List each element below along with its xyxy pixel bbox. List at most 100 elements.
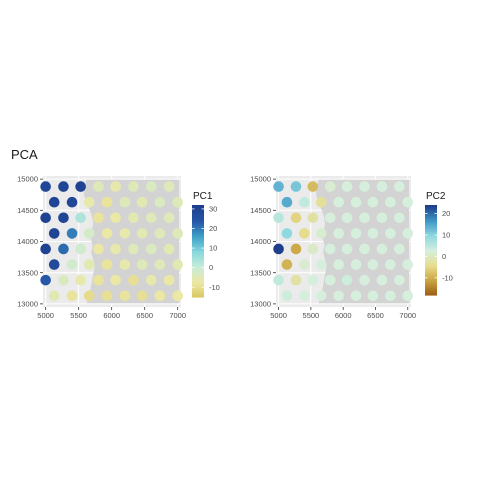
data-point <box>290 243 302 255</box>
data-point <box>359 212 370 224</box>
data-point <box>58 181 69 192</box>
data-point <box>58 274 69 286</box>
data-point <box>83 228 95 239</box>
data-point <box>273 212 284 224</box>
colorbar-segment <box>192 251 204 254</box>
data-point <box>66 228 78 239</box>
tissue-image <box>83 179 180 304</box>
data-point <box>40 181 51 192</box>
data-point <box>93 212 104 224</box>
data-point <box>376 274 388 286</box>
colorbar-segment <box>425 272 437 276</box>
colorbar-segment <box>425 232 437 235</box>
colorbar-segment <box>425 209 437 213</box>
colorbar-segment <box>192 214 204 218</box>
y-tick-label: 13000 <box>250 299 271 308</box>
colorbar-segment <box>425 279 437 283</box>
colorbar-segment <box>425 290 437 294</box>
data-point <box>66 259 78 270</box>
data-point <box>367 259 379 270</box>
colorbar-tick-label: -10 <box>442 273 453 282</box>
data-point <box>101 196 113 208</box>
data-point <box>145 212 157 224</box>
colorbar-segment <box>425 225 437 229</box>
data-point <box>273 181 284 192</box>
data-point <box>110 181 121 192</box>
colorbar-segment <box>425 265 437 269</box>
y-tick-label: 15000 <box>250 175 271 184</box>
data-point <box>273 243 284 255</box>
colorbar-segment <box>192 223 204 227</box>
data-point <box>359 274 370 286</box>
colorbar-segment <box>192 207 204 211</box>
spatial-plot-2: 5000 5500 6000 6500 7000 13000 13500 14000 14500… <box>250 175 453 320</box>
colorbar-segment <box>425 227 437 231</box>
data-point <box>58 212 69 224</box>
data-point <box>128 243 139 255</box>
data-point <box>172 196 183 208</box>
colorbar-segment <box>425 236 437 240</box>
colorbar-segment <box>192 255 204 259</box>
data-point <box>136 259 148 270</box>
data-point <box>154 259 166 270</box>
data-point <box>281 196 293 208</box>
legend-title: PC1 <box>193 191 213 202</box>
colorbar-segment <box>425 223 437 226</box>
data-point <box>83 290 95 302</box>
data-point <box>402 228 414 239</box>
colorbar-segment <box>192 232 204 236</box>
data-point <box>402 259 414 270</box>
colorbar-segment <box>425 247 437 251</box>
data-point <box>290 181 302 192</box>
colorbar-legend: PC1 30 20 10 0 -10 <box>192 191 220 298</box>
colorbar-segment <box>192 248 204 252</box>
data-point <box>281 290 293 302</box>
y-tick-label: 14500 <box>250 206 271 215</box>
colorbar-segment <box>425 245 437 249</box>
colorbar-segment <box>192 211 204 215</box>
data-point <box>66 196 78 208</box>
x-tick-label: 5000 <box>270 311 287 320</box>
data-point <box>40 212 51 224</box>
colorbar-segment <box>425 274 437 278</box>
data-point <box>290 274 302 286</box>
data-point <box>402 290 414 302</box>
data-point <box>101 290 113 302</box>
colorbar-segment <box>192 225 204 229</box>
data-point <box>324 212 336 224</box>
data-point <box>299 290 310 302</box>
data-point <box>119 228 131 239</box>
data-point <box>385 290 396 302</box>
colorbar-segment <box>192 271 204 275</box>
y-tick-label: 14000 <box>17 237 38 246</box>
data-point <box>333 290 344 302</box>
data-point <box>93 274 104 286</box>
data-point <box>119 290 131 302</box>
data-point <box>367 228 379 239</box>
data-point <box>385 259 396 270</box>
colorbar-segment <box>192 228 204 231</box>
colorbar-segment <box>192 237 204 241</box>
data-point <box>83 196 95 208</box>
data-point <box>163 274 175 286</box>
colorbar-segment <box>192 246 204 250</box>
data-point <box>154 228 166 239</box>
colorbar-segment <box>192 276 204 280</box>
colorbar-segment <box>192 294 204 298</box>
colorbar-segment <box>425 268 437 271</box>
data-point <box>341 181 353 192</box>
data-point <box>48 259 60 270</box>
data-point <box>341 274 353 286</box>
colorbar-segment <box>192 292 204 296</box>
data-point <box>154 196 166 208</box>
data-point <box>101 259 113 270</box>
colorbar-segment <box>192 269 204 273</box>
data-point <box>172 259 183 270</box>
figure-title: PCA <box>11 147 38 162</box>
colorbar-segment <box>425 281 437 285</box>
colorbar-segment <box>192 221 204 224</box>
colorbar-segment <box>192 260 204 264</box>
data-point <box>376 243 388 255</box>
data-point <box>350 259 362 270</box>
colorbar-segment <box>425 229 437 233</box>
